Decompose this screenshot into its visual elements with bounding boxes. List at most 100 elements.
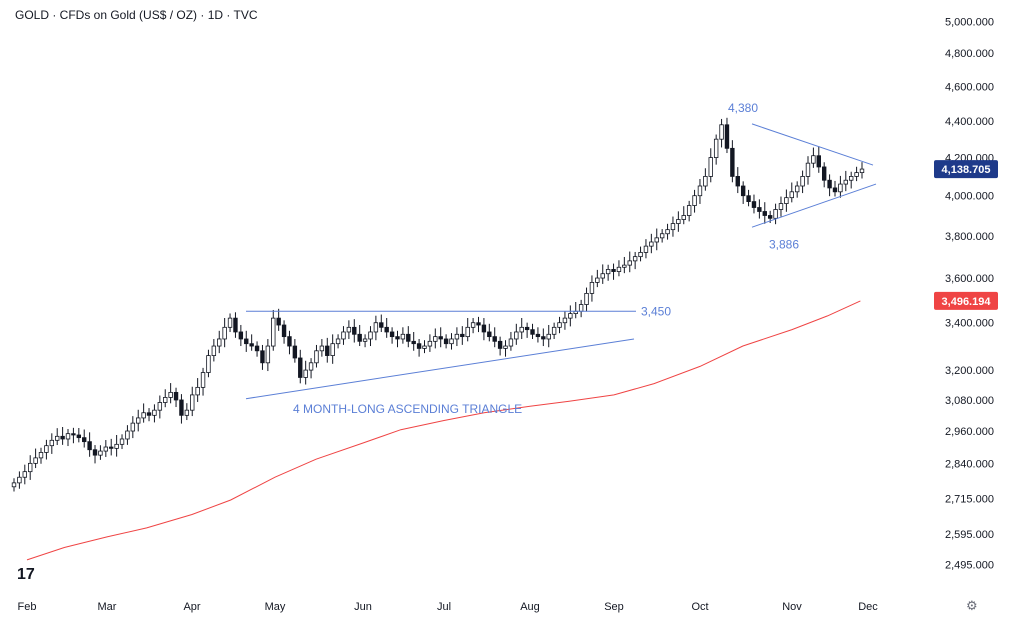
candle-body <box>508 338 514 347</box>
candle <box>460 326 465 345</box>
y-tick-label: 5,000.000 <box>945 16 994 28</box>
candle-body <box>762 211 767 216</box>
candle-body <box>794 185 800 193</box>
candle <box>395 330 400 348</box>
candle <box>438 327 443 348</box>
candle <box>82 429 87 448</box>
candle-body <box>38 452 44 459</box>
candle <box>535 327 541 343</box>
candle <box>195 378 200 402</box>
candle-body <box>697 185 703 197</box>
candle <box>44 439 49 460</box>
candle-body <box>17 476 22 484</box>
candle-body <box>616 266 622 272</box>
candle-body <box>551 326 557 335</box>
candle <box>233 312 238 338</box>
candle-body <box>443 338 449 345</box>
candle <box>740 181 746 204</box>
candle <box>379 314 384 333</box>
candle-body <box>168 391 173 398</box>
candle-body <box>703 176 708 187</box>
candle-body <box>843 179 848 185</box>
candle <box>325 337 330 363</box>
candle-body <box>757 207 762 212</box>
candle-body <box>55 435 60 441</box>
candle <box>125 425 130 445</box>
candle <box>33 448 38 469</box>
y-axis: 5,000.0004,800.0004,600.0004,400.0004,20… <box>945 16 994 571</box>
candle <box>821 162 827 188</box>
candle <box>60 426 65 445</box>
lower-triangle-line[interactable] <box>751 183 877 228</box>
candle <box>746 189 751 207</box>
candle-body <box>298 357 303 378</box>
candle-body <box>411 340 416 345</box>
candle <box>281 320 287 344</box>
candle-body <box>686 205 692 216</box>
upper-triangle-line[interactable] <box>751 123 874 166</box>
candle <box>611 263 616 280</box>
candle-body <box>352 326 357 335</box>
candle-body <box>406 333 411 342</box>
candle-body <box>789 191 794 199</box>
candle-body <box>211 345 217 356</box>
candle-body <box>735 176 740 187</box>
candle <box>406 326 411 348</box>
candle-body <box>427 340 433 347</box>
y-tick-label: 2,715.000 <box>945 494 994 506</box>
ascending-support-line[interactable] <box>245 338 635 400</box>
candles-layer <box>11 117 865 492</box>
candle <box>65 428 71 447</box>
candle-body <box>589 282 595 294</box>
svg-text:4,138.705: 4,138.705 <box>942 164 991 176</box>
y-tick-label: 3,800.000 <box>945 231 994 243</box>
candle <box>71 427 76 444</box>
candle <box>541 328 546 347</box>
candle-body <box>400 333 406 340</box>
candle <box>654 228 659 251</box>
price-badges: 4,138.705 3,496.194 <box>934 160 998 310</box>
x-axis: Feb Mar Apr May Jun Jul Aug Sep Oct Nov Dec <box>18 601 879 613</box>
candle-body <box>292 345 298 359</box>
candle <box>373 315 379 341</box>
y-tick-label: 3,080.000 <box>945 395 994 407</box>
breakout-annotation: 3,450 <box>641 304 671 318</box>
candle <box>838 175 843 198</box>
candle-body <box>119 438 125 445</box>
candle-body <box>584 292 589 305</box>
candle-body <box>271 317 276 347</box>
candle-body <box>233 317 238 333</box>
candle-body <box>362 338 368 342</box>
candle <box>616 260 622 277</box>
candle <box>627 251 632 273</box>
x-tick-label: Nov <box>782 601 802 613</box>
candle-body <box>71 433 76 436</box>
candle <box>179 394 184 424</box>
candle <box>109 438 114 456</box>
trendlines-layer <box>245 123 877 400</box>
candle-body <box>611 269 616 272</box>
candle-body <box>476 322 481 326</box>
candle-body <box>384 326 389 333</box>
candle <box>751 194 757 214</box>
candle-body <box>730 147 735 177</box>
candle <box>184 403 190 421</box>
candle <box>773 203 778 225</box>
candle <box>119 434 125 450</box>
y-tick-label: 4,000.000 <box>945 191 994 203</box>
candle <box>465 318 470 342</box>
candle-body <box>524 326 530 331</box>
candle <box>38 447 44 464</box>
candle-body <box>530 329 535 335</box>
y-tick-label: 3,400.000 <box>945 318 994 330</box>
candle <box>530 323 535 339</box>
candle <box>503 340 508 357</box>
candle <box>427 334 433 352</box>
candle <box>362 334 368 348</box>
candle-body <box>854 172 859 177</box>
gear-icon[interactable]: ⚙ <box>966 598 978 613</box>
candle <box>55 428 60 446</box>
candle-body <box>308 362 314 371</box>
candle-body <box>157 402 163 411</box>
